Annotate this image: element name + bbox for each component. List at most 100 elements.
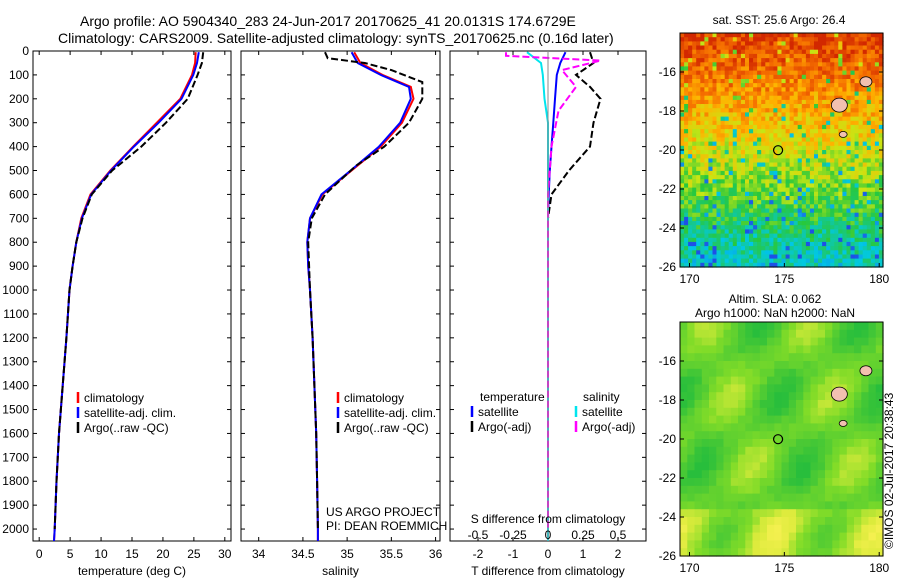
sst-grid-cell <box>814 237 819 243</box>
sst-grid-cell <box>712 104 718 109</box>
sst-grid-cell <box>801 225 807 230</box>
sst-grid-cell <box>805 158 811 164</box>
sst-grid-cell <box>680 183 685 189</box>
sst-grid-cell <box>870 237 876 243</box>
sst-grid-cell <box>708 120 714 126</box>
sst-grid-cell <box>878 33 884 38</box>
sst-grid-cell <box>797 196 803 201</box>
sst-grid-cell <box>862 99 868 105</box>
sla-grid-cell <box>694 322 703 331</box>
sst-grid-cell <box>834 62 839 68</box>
sst-grid-cell <box>773 233 779 239</box>
sst-grid-cell <box>805 120 811 126</box>
sst-grid-cell <box>793 191 799 197</box>
sst-grid-cell <box>740 87 746 93</box>
sla-grid-cell <box>832 532 841 541</box>
sst-grid-cell <box>753 187 758 193</box>
sla-grid-cell <box>825 470 833 479</box>
sst-grid-cell <box>680 95 685 101</box>
sla-grid-cell <box>767 345 775 354</box>
sst-grid-cell <box>753 58 758 63</box>
sst-grid-cell <box>749 133 754 139</box>
sla-grid-cell <box>752 345 761 354</box>
sst-grid-cell <box>720 70 726 76</box>
sla-grid-cell <box>817 517 826 526</box>
sst-grid-cell <box>793 45 799 51</box>
sst-grid-cell <box>822 79 827 84</box>
sst-grid-cell <box>834 212 839 218</box>
sst-grid-cell <box>724 70 730 76</box>
sst-grid-cell <box>696 246 701 251</box>
sst-grid-cell <box>688 66 693 72</box>
sst-grid-cell <box>822 53 827 59</box>
sst-grid-cell <box>757 250 762 256</box>
sst-grid-cell <box>822 41 827 47</box>
sst-grid-cell <box>680 237 685 243</box>
sla-grid-cell <box>680 407 688 417</box>
sst-grid-cell <box>809 137 815 143</box>
sst-grid-cell <box>826 179 831 185</box>
sst-grid-cell <box>858 53 864 59</box>
sst-grid-cell <box>834 91 839 97</box>
sla-grid-cell <box>730 423 739 432</box>
sst-grid-cell <box>724 129 730 134</box>
sst-grid-cell <box>696 124 701 130</box>
sst-grid-cell <box>688 79 693 84</box>
sst-grid-cell <box>874 258 880 264</box>
sst-grid-cell <box>732 62 738 68</box>
sst-grid-cell <box>740 74 746 80</box>
sla-grid-cell <box>774 376 783 385</box>
sst-grid-cell <box>728 37 734 42</box>
sst-grid-cell <box>874 49 880 55</box>
sst-grid-cell <box>740 79 746 84</box>
sst-grid-cell <box>716 137 722 143</box>
sst-grid-cell <box>724 95 730 101</box>
sst-grid-cell <box>753 53 758 59</box>
sst-grid-cell <box>834 58 839 63</box>
sla-grid-cell <box>738 439 746 448</box>
sla-grid-cell <box>810 368 819 378</box>
sst-grid-cell <box>818 233 823 239</box>
sst-grid-cell <box>712 250 718 256</box>
sst-grid-cell <box>765 108 770 113</box>
sst-grid-cell <box>846 108 852 113</box>
sla-grid-cell <box>781 337 790 346</box>
sst-grid-cell <box>720 208 726 214</box>
sla-grid-cell <box>861 462 870 471</box>
sst-grid-cell <box>834 237 839 243</box>
sst-grid-cell <box>854 129 860 134</box>
sla-grid-cell <box>788 517 797 526</box>
sst-grid-cell <box>773 216 779 222</box>
sst-grid-cell <box>781 175 787 180</box>
sst-grid-cell <box>757 37 762 42</box>
sla-grid-cell <box>846 400 855 409</box>
sst-grid-cell <box>769 116 774 122</box>
sst-grid-cell <box>724 91 730 97</box>
sst-grid-cell <box>765 79 770 84</box>
difference-series-temperature-argo-adj <box>547 51 602 529</box>
sla-grid-cell <box>854 462 862 471</box>
sst-grid-cell <box>805 129 811 134</box>
sla-grid-cell <box>730 517 739 526</box>
sla-grid-cell <box>796 345 804 354</box>
sst-grid-cell <box>736 196 742 201</box>
sla-grid-cell <box>868 415 877 424</box>
sla-grid-cell <box>774 446 783 456</box>
sst-grid-cell <box>704 175 710 180</box>
sst-grid-cell <box>789 233 795 239</box>
sst-grid-cell <box>704 141 710 147</box>
sst-grid-cell <box>818 133 823 139</box>
sst-grid-cell <box>781 208 787 214</box>
sst-grid-cell <box>781 45 787 51</box>
sst-grid-cell <box>757 237 762 243</box>
sla-grid-cell <box>854 392 862 401</box>
sst-grid-cell <box>878 196 884 201</box>
sst-grid-cell <box>757 99 762 105</box>
sst-grid-cell <box>801 53 807 59</box>
sla-grid-cell <box>709 392 717 401</box>
sst-ytick-label: -16 <box>659 65 677 79</box>
sst-grid-cell <box>728 41 734 47</box>
sla-grid-cell <box>875 478 884 487</box>
sst-grid-cell <box>842 208 848 214</box>
sst-grid-cell <box>732 204 738 210</box>
